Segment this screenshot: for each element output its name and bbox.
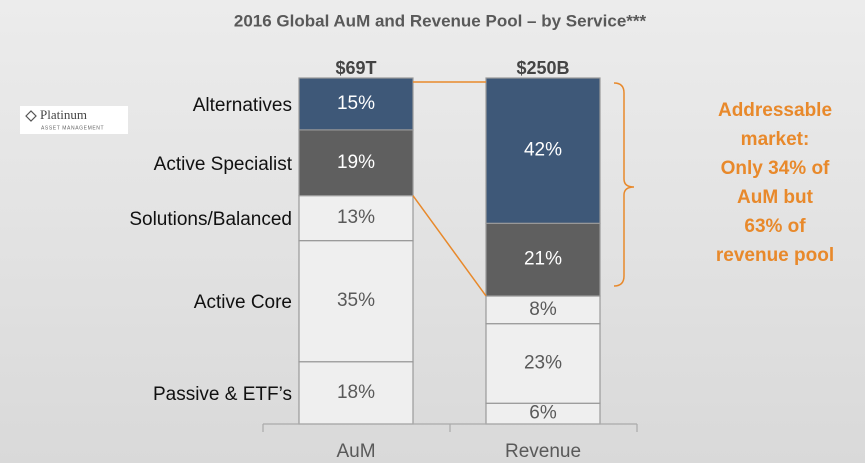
value-label: 15% [337,93,375,114]
bar-segment [485,222,601,297]
logo-icon [25,110,37,122]
series-label: Passive & ETF’s [153,384,292,405]
total-label: $250B [516,58,569,78]
bar-segment [485,323,601,404]
value-label: 21% [524,249,562,270]
series-label: Alternatives [193,95,292,116]
annotation-line: AuM but [737,187,814,208]
bar-segment [298,361,414,425]
value-label: 23% [524,352,562,373]
value-label: 6% [529,403,557,424]
bar-segment [298,240,414,363]
value-label: 13% [337,207,375,228]
series-label: Active Specialist [154,154,293,175]
bar-segment [485,77,601,224]
bar-segment [485,295,601,325]
value-label: 18% [337,382,375,403]
series-label: Solutions/Balanced [129,209,292,230]
series-label: Active Core [194,292,292,313]
x-tick-label: Revenue [505,441,581,462]
annotation-line: market: [741,129,810,150]
value-label: 8% [529,299,557,320]
annotation-line: Only 34% of [721,158,830,179]
value-label: 19% [337,152,375,173]
logo-subtitle: ASSET MANAGEMENT [41,125,104,131]
logo: Platinum ASSET MANAGEMENT [20,106,128,134]
logo-box [20,106,128,134]
annotation-line: Addressable [718,100,832,121]
bar-segment [298,129,414,197]
logo-name: Platinum [40,107,87,122]
x-tick-label: AuM [336,441,375,462]
connector-line [412,195,487,297]
total-label: $69T [335,58,376,78]
chart-title: 2016 Global AuM and Revenue Pool – by Se… [234,11,647,30]
value-label: 35% [337,290,375,311]
bar-segment [298,77,414,131]
annotation-line: revenue pool [716,245,834,266]
value-label: 42% [524,140,562,161]
brace [613,82,635,287]
annotation-line: 63% of [744,216,806,237]
